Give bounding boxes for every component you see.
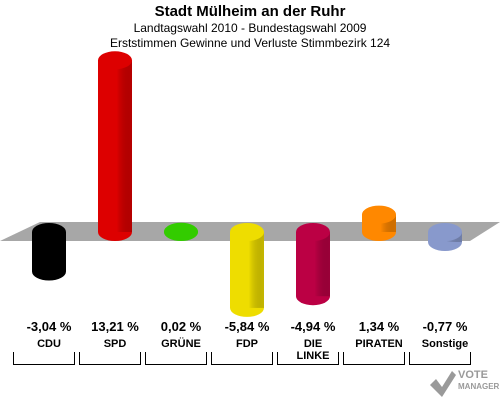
category-label-line: Sonstige [421,338,469,350]
value-label: -5,84 % [224,319,270,334]
bar-top-cap [98,51,132,70]
category-label-line: PIRATEN [355,338,403,350]
bar-shade [98,60,132,232]
category-label-line: GRÜNE [161,338,201,350]
chart-subtitle-2: Erststimmen Gewinne und Verluste Stimmbe… [109,36,391,50]
chart-header: Stadt Mülheim an der Ruhr Landtagswahl 2… [0,0,500,51]
vote-manager-logo: VOTE MANAGER [428,368,500,400]
bar-sonstige [428,223,462,252]
category-label-line: LINKE [296,350,330,362]
value-label: -0,77 % [422,319,468,334]
category-label: DIE LINKE [280,338,346,362]
category-bracket [343,352,405,365]
category-label: CDU [16,338,82,350]
category-labels-row: CDU SPD GRÜNE FDP DIE LINKE PIRATEN Sonstige [0,338,500,370]
category-bracket [409,352,471,365]
bar-shade [230,232,264,308]
category-bracket [277,352,339,365]
value-label: -4,94 % [290,319,336,334]
bar-piraten [362,205,396,241]
category-label: SPD [82,338,148,350]
logo-text-line1: VOTE [458,369,488,381]
category-label: Sonstige [412,338,478,350]
bar-top-cap [230,223,264,241]
bar-cdu [32,223,66,281]
value-label: 13,21 % [91,319,139,334]
category-label-line: FDP [236,338,258,350]
value-labels-row: -3,04 % 13,21 % 0,02 % -5,84 % -4,94 % 1,34 %… [0,319,500,335]
category-label: PIRATEN [346,338,412,350]
category-label-line: DIE [303,338,323,350]
category-bracket [13,352,75,365]
value-label: 0,02 % [160,319,202,334]
bar-top-cap [296,223,330,241]
bar-grüne [164,222,198,241]
bar-fdp [230,223,264,317]
category-label: FDP [214,338,280,350]
bar-top-cap [362,205,396,224]
chart-title: Stadt Mülheim an der Ruhr [154,3,346,20]
logo-text-line2: MANAGER [458,382,500,391]
bar-spd [98,51,132,241]
category-label-line: SPD [103,338,127,350]
bar-top-cap [164,222,198,241]
value-label: -3,04 % [26,319,72,334]
bar-top-cap [32,223,66,241]
check-mark-icon [430,371,456,397]
value-label: 1,34 % [358,319,400,334]
chart-subtitle-1: Landtagswahl 2010 - Bundestagswahl 2009 [133,21,367,35]
category-bracket [145,352,207,365]
category-label-line: CDU [37,338,61,350]
category-bracket [79,352,141,365]
bar-shade [296,232,330,297]
bar-top-cap [428,223,462,241]
category-label: GRÜNE [148,338,214,350]
bar-die-linke [296,223,330,306]
category-bracket [211,352,273,365]
